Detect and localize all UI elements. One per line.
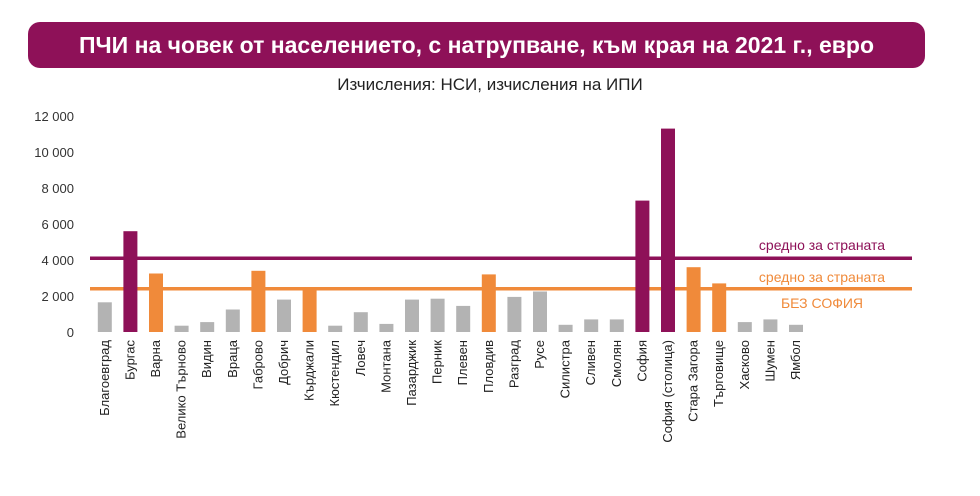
bar — [584, 319, 599, 332]
x-tick-label: София (столица) — [660, 340, 675, 443]
x-tick-label: Видин — [199, 340, 214, 378]
x-tick-label: Търговище — [711, 340, 726, 407]
bar — [353, 312, 368, 332]
bar — [533, 291, 547, 332]
x-tick-label: Перник — [430, 340, 445, 384]
chart-title-banner: ПЧИ на човек от населението, с натрупван… — [28, 22, 925, 68]
x-tick-label: Ямбол — [788, 340, 803, 380]
bar — [789, 324, 803, 332]
bar — [609, 319, 624, 332]
chart-title: ПЧИ на човек от населението, с натрупван… — [78, 31, 875, 58]
bar — [379, 323, 394, 332]
y-tick-label: 12 000 — [34, 109, 74, 124]
x-tick-label: Сливен — [583, 340, 598, 385]
y-tick-label: 0 — [67, 325, 74, 340]
bars — [97, 128, 803, 332]
x-tick-label: Разград — [506, 340, 521, 388]
y-tick-label: 8 000 — [41, 181, 74, 196]
x-tick-label: Благоевград — [97, 340, 112, 416]
x-tick-label: Велико Търново — [174, 340, 189, 439]
x-tick-label: Бургас — [122, 340, 137, 381]
bar — [763, 319, 778, 332]
bar — [328, 325, 343, 332]
y-tick-label: 4 000 — [41, 253, 74, 268]
y-tick-label: 10 000 — [34, 145, 74, 160]
x-tick-label: Габрово — [250, 340, 265, 389]
bar — [277, 299, 291, 332]
bar — [481, 274, 496, 332]
bar — [302, 287, 317, 332]
x-tick-label: Стара Загора — [686, 339, 701, 421]
x-tick-label: Кюстендил — [327, 340, 342, 406]
x-tick-label: Хасково — [737, 340, 752, 389]
x-tick-label: Смолян — [609, 340, 624, 387]
x-tick-label: Силистра — [558, 339, 573, 398]
y-tick-label: 6 000 — [41, 217, 74, 232]
x-tick-label: Монтана — [378, 339, 393, 393]
chart-subtitle: Изчисления: НСИ, изчисления на ИПИ — [337, 75, 643, 94]
bar — [558, 324, 573, 332]
bar — [174, 325, 189, 332]
bar — [686, 267, 701, 332]
x-tick-label: Варна — [148, 339, 163, 377]
bar — [97, 302, 112, 332]
y-tick-label: 2 000 — [41, 289, 74, 304]
bar — [635, 200, 650, 332]
reference-line-label: средно за страната — [759, 237, 885, 253]
reference-line-labels: средно за страната средно за страната БЕЗ … — [759, 237, 885, 311]
x-tick-label: Враца — [225, 339, 240, 378]
x-tick-label: Ловеч — [353, 340, 368, 376]
bar — [251, 270, 266, 332]
bar — [200, 322, 215, 332]
bar — [712, 283, 727, 332]
y-axis: 0 2 000 4 000 6 000 8 000 10 000 12 000 — [34, 109, 74, 340]
x-tick-label: Шумен — [762, 340, 777, 382]
x-tick-label: Пазарджик — [404, 340, 419, 406]
bar — [661, 128, 675, 332]
bar — [225, 309, 240, 332]
reference-lines — [90, 256, 912, 291]
bar — [456, 305, 471, 332]
x-tick-label: Добрич — [276, 340, 291, 385]
bar — [123, 231, 138, 332]
bar — [405, 299, 419, 332]
x-tick-label: Плевен — [455, 340, 470, 385]
reference-line-label: средно за страната — [759, 269, 885, 285]
x-axis: Благоевград Бургас Варна Велико Търново Види… — [97, 339, 803, 442]
x-tick-label: Пловдив — [481, 340, 496, 393]
reference-line-label: БЕЗ СОФИЯ — [781, 295, 863, 311]
bar — [430, 298, 445, 332]
x-tick-label: София — [634, 340, 649, 382]
bar — [149, 273, 163, 332]
bar — [737, 322, 752, 332]
bar — [507, 296, 522, 332]
x-tick-label: Кърджали — [302, 340, 317, 401]
x-tick-label: Русе — [532, 340, 547, 369]
